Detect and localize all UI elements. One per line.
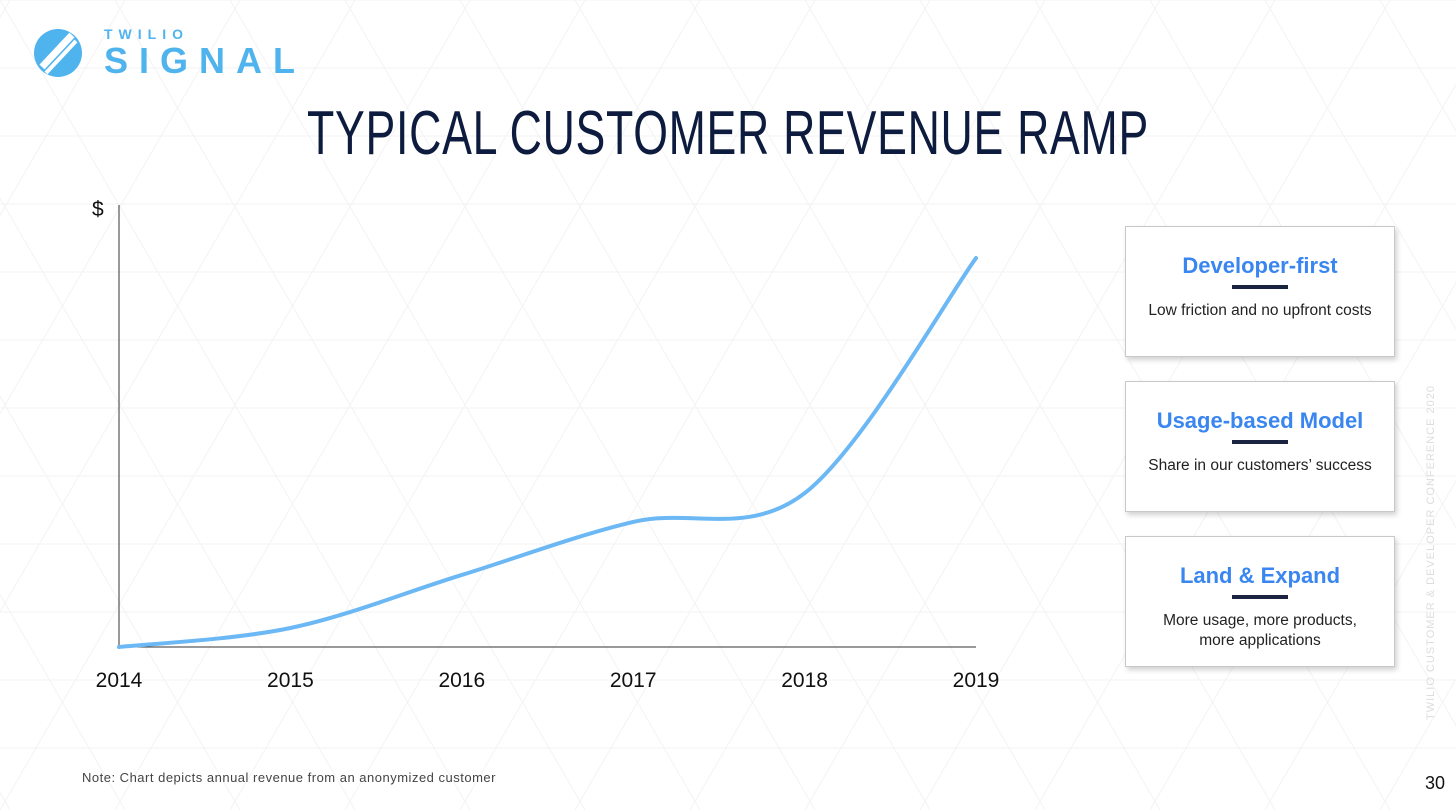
card-text: More usage, more products, more applicat…: [1163, 612, 1357, 649]
y-axis-label: $: [92, 198, 104, 221]
card-usage-based-model: Usage-based Model Share in our customers…: [1125, 381, 1395, 512]
card-underline: [1232, 595, 1288, 599]
x-tick-label: 2016: [438, 669, 485, 692]
card-heading: Land & Expand: [1179, 563, 1341, 588]
revenue-line: [117, 256, 978, 649]
logo-small-text: TWILIO: [104, 26, 189, 42]
conference-footer: TWILIO CUSTOMER & DEVELOPER CONFERENCE 2…: [1425, 385, 1437, 720]
card-underline: [1232, 285, 1288, 289]
slide-title: TYPICAL CUSTOMER REVENUE RAMP: [307, 99, 1149, 168]
signal-logo-icon: [34, 29, 82, 77]
x-tick-label: 2019: [953, 669, 1000, 692]
chart-note: Note: Chart depicts annual revenue from …: [82, 770, 496, 785]
logo-big-text: SIGNAL: [104, 40, 307, 81]
card-land-expand: Land & Expand More usage, more products,…: [1125, 536, 1395, 667]
x-tick-label: 2017: [610, 669, 657, 692]
card-underline: [1232, 440, 1288, 444]
revenue-chart: $ 2014 2015 2016 2017 2018 2019: [92, 198, 1000, 692]
card-developer-first: Developer-first Low friction and no upfr…: [1125, 226, 1395, 357]
card-heading: Developer-first: [1182, 253, 1338, 278]
x-tick-label: 2018: [781, 669, 828, 692]
page-number: 30: [1425, 773, 1446, 793]
card-text: Low friction and no upfront costs: [1148, 302, 1372, 319]
twilio-signal-logo: TWILIO SIGNAL: [32, 26, 306, 80]
x-tick-label: 2015: [267, 669, 314, 692]
x-tick-label: 2014: [96, 669, 143, 692]
card-text: Share in our customers’ success: [1148, 457, 1372, 474]
card-heading: Usage-based Model: [1156, 408, 1364, 433]
